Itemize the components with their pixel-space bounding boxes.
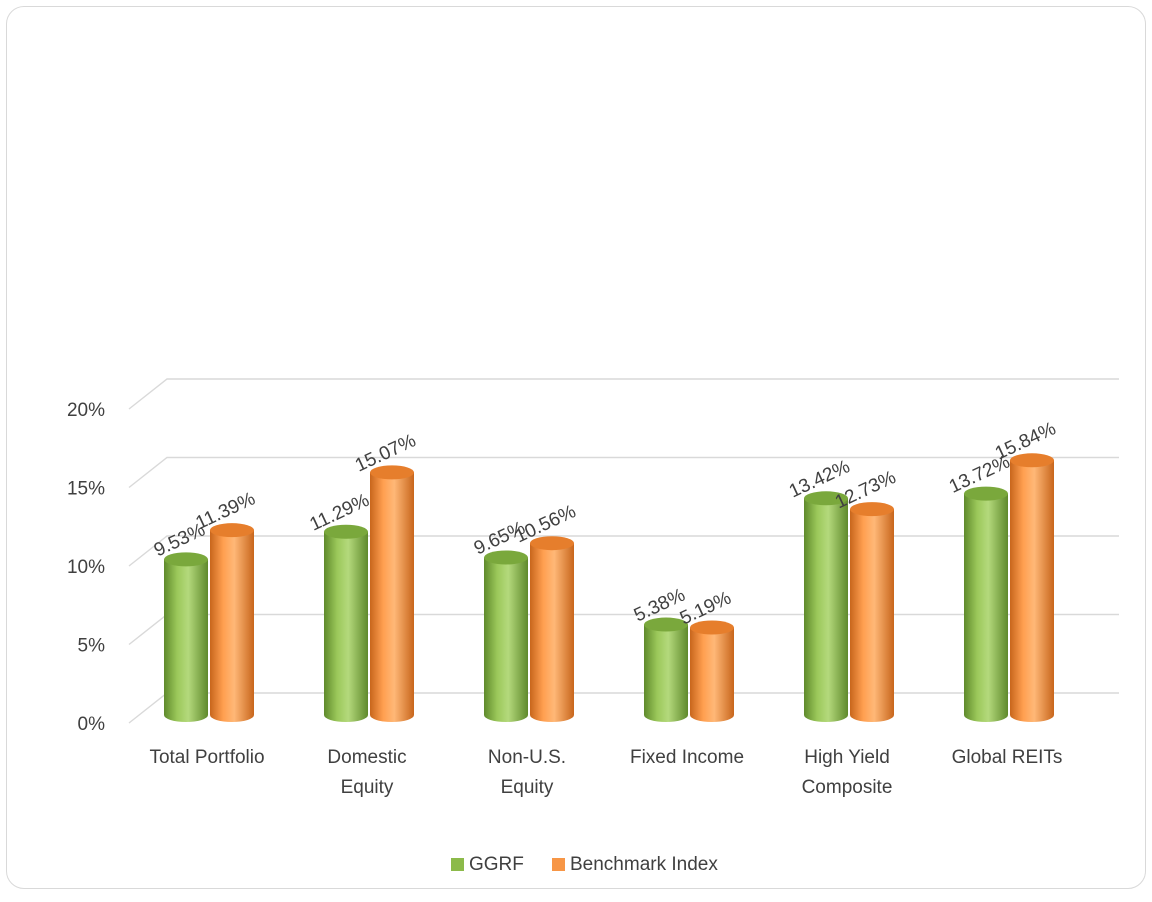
- legend-swatch: [451, 858, 464, 871]
- y-tick-label: 0%: [78, 714, 106, 735]
- category-label: Fixed Income: [630, 747, 744, 768]
- legend-label: Benchmark Index: [570, 854, 718, 875]
- chart-frame: 0% 5% 10% 15% 20% 9.53% 11.39% 11.29% 15.07% 9.6…: [6, 6, 1146, 889]
- bar: [644, 617, 688, 722]
- bar-top: [530, 536, 574, 551]
- bar: [324, 524, 368, 722]
- bar: [1010, 453, 1054, 722]
- y-tick-label: 20%: [67, 400, 105, 421]
- category-axis: Total Portfolio Domestic Equity Non-U.S. Equ…: [149, 747, 1062, 798]
- bar-body: [210, 530, 254, 722]
- gridline: [128, 535, 1119, 567]
- y-tick-label: 10%: [67, 557, 105, 578]
- bar-body: [964, 493, 1008, 722]
- bar: [804, 491, 848, 722]
- y-tick-label: 15%: [67, 479, 105, 500]
- bar-body: [690, 627, 734, 722]
- bar: [690, 620, 734, 722]
- bar-body: [850, 509, 894, 722]
- legend-swatch: [552, 858, 565, 871]
- bar: [964, 486, 1008, 722]
- bar-body: [370, 472, 414, 722]
- category-label: Domestic Equity: [327, 747, 406, 798]
- bar-body: [530, 543, 574, 722]
- bar: [370, 465, 414, 722]
- legend-label: GGRF: [469, 854, 524, 875]
- bar-top: [370, 465, 414, 480]
- bar-body: [484, 557, 528, 722]
- bar: [164, 552, 208, 722]
- category-label: Non-U.S. Equity: [488, 747, 566, 798]
- data-labels: 9.53%11.39% 11.29%15.07%9.65%10.56%5.38%5…: [151, 418, 1060, 629]
- gridline: [128, 456, 1119, 489]
- bar-top: [850, 502, 894, 517]
- bars: [164, 453, 1054, 722]
- y-tick-label: 5%: [78, 636, 106, 657]
- bar: [530, 536, 574, 722]
- bar: [484, 550, 528, 722]
- bar-top: [964, 486, 1008, 501]
- bar-top: [324, 524, 368, 539]
- bar-top: [164, 552, 208, 567]
- bar-body: [644, 624, 688, 722]
- bar-body: [1010, 460, 1054, 722]
- bar-body: [804, 498, 848, 722]
- bar-body: [324, 531, 368, 722]
- gridline: [128, 378, 1119, 410]
- bar-top: [644, 617, 688, 632]
- legend: GGRF Benchmark Index: [451, 854, 718, 875]
- category-label: Global REITs: [952, 747, 1063, 768]
- bar: [850, 502, 894, 722]
- bar-top: [690, 620, 734, 635]
- bar-top: [484, 550, 528, 565]
- bar-top: [804, 491, 848, 506]
- y-axis-ticks: 0% 5% 10% 15% 20%: [67, 400, 105, 735]
- gridlines: [128, 378, 1119, 724]
- bar-top: [1010, 453, 1054, 468]
- bar-top: [210, 523, 254, 538]
- category-label: High Yield Composite: [802, 747, 893, 798]
- category-label: Total Portfolio: [149, 747, 264, 768]
- bar-body: [164, 559, 208, 722]
- bar: [210, 523, 254, 722]
- bar-chart: 0% 5% 10% 15% 20% 9.53%11.39% 11.29%15.07%9.6…: [67, 378, 1119, 875]
